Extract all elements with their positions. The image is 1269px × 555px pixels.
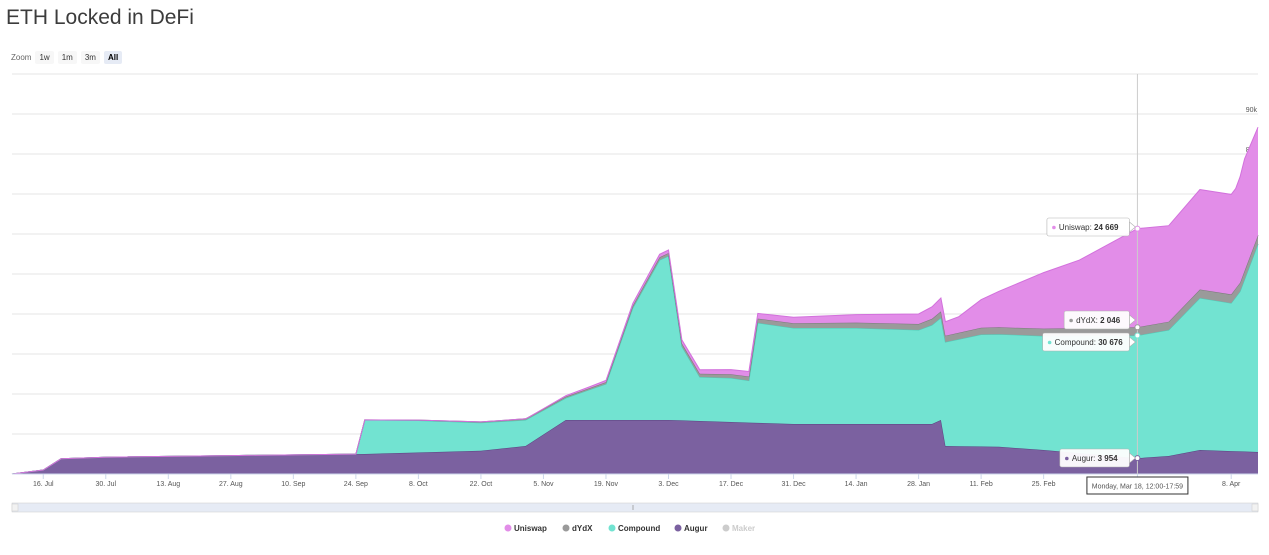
tooltip-dot — [1047, 340, 1052, 345]
x-tick-label: 24. Sep — [344, 481, 368, 488]
x-tick-label: 8. Apr — [1222, 481, 1241, 488]
x-tick-label: 13. Aug — [156, 481, 180, 488]
x-tick-label: 11. Feb — [970, 481, 993, 488]
x-tick-label: 5. Nov — [533, 481, 554, 488]
hover-marker-uniswap — [1134, 225, 1141, 232]
x-tick-label: 30. Jul — [95, 481, 116, 488]
zoom-1w-button[interactable]: 1w — [35, 51, 54, 64]
scrollbar-left-arrow[interactable] — [11, 503, 19, 512]
tooltip-dot — [1052, 225, 1056, 230]
tooltip-value: 30 676 — [1098, 338, 1123, 347]
x-tick-label: 27. Aug — [219, 481, 243, 488]
tooltip-text-uniswap: Uniswap: 24 669 — [1059, 223, 1119, 232]
x-tick-label: 10. Sep — [281, 481, 305, 488]
hover-marker-dydx — [1134, 324, 1141, 331]
legend-marker-maker[interactable] — [722, 524, 730, 532]
zoom-all-button[interactable]: All — [103, 51, 123, 64]
x-tick-label: 25. Feb — [1032, 481, 1056, 488]
legend-item-maker[interactable]: Maker — [732, 524, 755, 533]
zoom-label: Zoom — [11, 53, 32, 62]
x-tick-label: 17. Dec — [719, 481, 744, 488]
hover-marker-augur — [1134, 455, 1141, 462]
x-tick-label: 16. Jul — [33, 481, 54, 488]
legend-marker-augur[interactable] — [674, 524, 682, 532]
legend-item-dydx[interactable]: dYdX — [572, 524, 593, 533]
legend-marker-compound[interactable] — [608, 524, 616, 532]
legend-item-uniswap[interactable]: Uniswap — [514, 524, 547, 533]
tooltip-series-label: Augur: — [1072, 454, 1098, 463]
tooltip-text-compound: Compound: 30 676 — [1055, 338, 1124, 347]
crosshair-date-label: Monday, Mar 18, 12:00-17:59 — [1092, 484, 1183, 491]
scrollbar-right-arrow[interactable] — [1251, 503, 1259, 512]
area-compound[interactable] — [12, 244, 1258, 474]
x-tick-label: 14. Jan — [845, 481, 868, 488]
legend-item-augur[interactable]: Augur — [684, 524, 708, 533]
zoom-1m-button[interactable]: 1m — [57, 51, 77, 64]
tooltip-value: 24 669 — [1094, 223, 1119, 232]
chart-title: ETH Locked in DeFi — [6, 6, 194, 29]
zoom-controls: Zoom 1w 1m 3m All — [11, 51, 126, 64]
tooltip-text-augur: Augur: 3 954 — [1072, 454, 1118, 463]
area-uniswap[interactable] — [12, 127, 1258, 474]
tooltip-text-dydx: dYdX: 2 046 — [1076, 316, 1121, 325]
x-tick-label: 22. Oct — [470, 481, 493, 488]
tooltip-box-compound — [1042, 332, 1130, 352]
hover-marker-compound — [1134, 332, 1141, 339]
tooltip-series-label: Compound: — [1055, 338, 1099, 347]
tooltip-box-augur — [1059, 448, 1130, 468]
x-tick-label: 28. Jan — [907, 481, 930, 488]
tooltip-dot — [1065, 456, 1069, 461]
navigator-scrollbar[interactable] — [11, 502, 1259, 513]
crosshair-date-label-box — [1086, 476, 1189, 495]
tooltip-value: 3 954 — [1098, 454, 1119, 463]
legend-item-compound[interactable]: Compound — [618, 524, 660, 533]
legend-marker-dydx[interactable] — [562, 524, 570, 532]
tooltip-series-label: Uniswap: — [1059, 223, 1094, 232]
tooltip-value: 2 046 — [1100, 316, 1121, 325]
x-tick-label: 3. Dec — [658, 481, 679, 488]
tooltip-series-label: dYdX: — [1076, 316, 1100, 325]
tooltip-dot — [1069, 318, 1073, 323]
y-tick-label: 90k — [1246, 107, 1258, 114]
x-tick-label: 8. Oct — [409, 481, 428, 488]
legend-marker-uniswap[interactable] — [504, 524, 512, 532]
zoom-3m-button[interactable]: 3m — [80, 51, 100, 64]
series-line-uniswap — [11, 127, 1259, 475]
tooltip-box-uniswap — [1046, 217, 1130, 237]
tooltip-box-dydx — [1063, 310, 1130, 330]
x-tick-label: 31. Dec — [781, 481, 806, 488]
x-tick-label: 19. Nov — [594, 481, 619, 488]
area-augur[interactable] — [12, 420, 1258, 474]
